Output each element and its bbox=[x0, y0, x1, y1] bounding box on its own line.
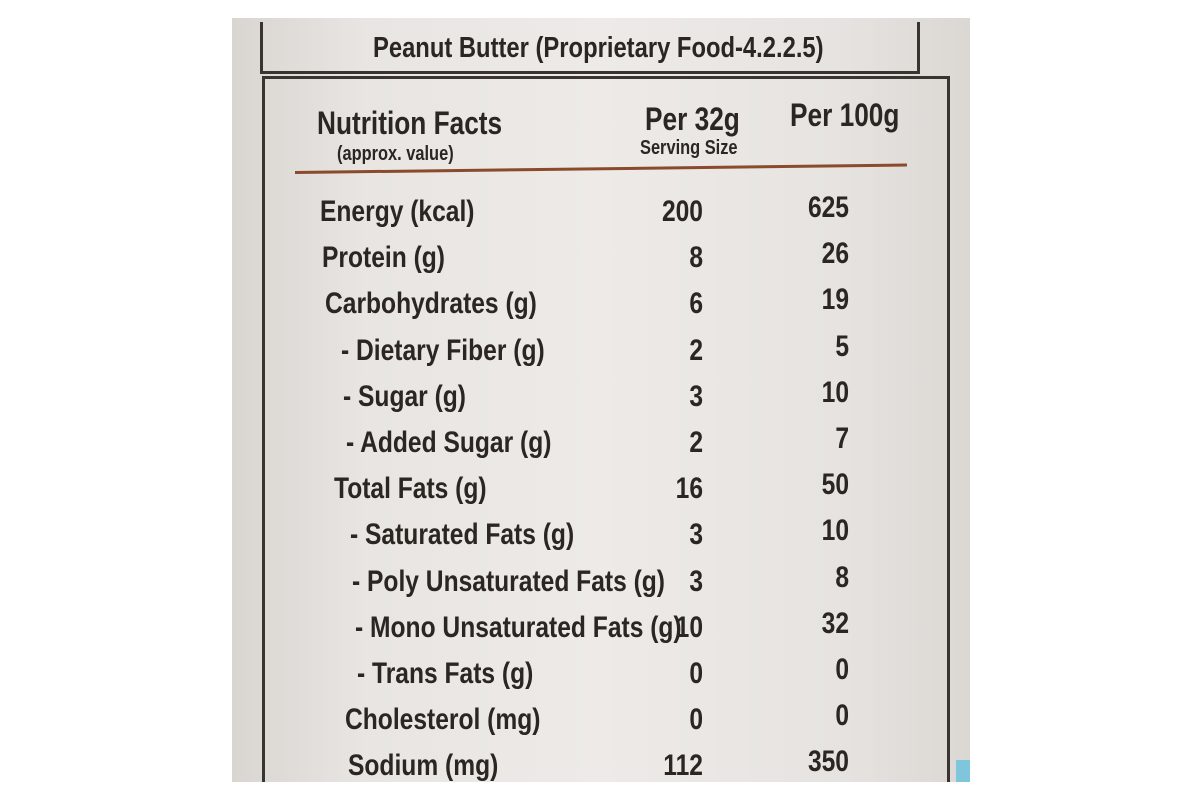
value-per-serving: 200 bbox=[661, 195, 703, 228]
label-photo: Peanut Butter (Proprietary Food-4.2.2.5)… bbox=[232, 18, 970, 782]
nutrient-name: - Sugar (g) bbox=[343, 379, 467, 413]
value-per-serving: 3 bbox=[689, 564, 703, 598]
blue-edge bbox=[956, 760, 970, 782]
value-per-100g: 0 bbox=[835, 653, 849, 686]
value-per-serving: 0 bbox=[689, 657, 703, 690]
table-title: Nutrition Facts bbox=[317, 105, 503, 141]
value-per-serving: 112 bbox=[663, 749, 703, 782]
nutrient-name: - Saturated Fats (g) bbox=[350, 518, 575, 552]
value-per-100g: 19 bbox=[821, 283, 849, 317]
product-title-box: Peanut Butter (Proprietary Food-4.2.2.5) bbox=[260, 22, 920, 74]
column-subheader-serving-size: Serving Size bbox=[640, 137, 738, 159]
table-row: Total Fats (g) 16 50 bbox=[265, 468, 947, 514]
nutrient-name: - Dietary Fiber (g) bbox=[340, 333, 545, 367]
value-per-serving: 3 bbox=[689, 379, 703, 413]
value-per-100g: 26 bbox=[821, 237, 849, 271]
nutrition-table: Nutrition Facts (approx. value) Per 32g … bbox=[262, 76, 950, 782]
table-row: Carbohydrates (g) 6 19 bbox=[265, 283, 947, 329]
table-row: Cholesterol (mg) 0 0 bbox=[265, 699, 947, 745]
value-per-100g: 0 bbox=[835, 699, 849, 733]
value-per-100g: 32 bbox=[821, 606, 849, 640]
value-per-100g: 625 bbox=[807, 191, 849, 224]
table-row: Sodium (mg) 112 350 bbox=[265, 745, 947, 782]
nutrient-name: - Poly Unsaturated Fats (g) bbox=[352, 564, 666, 598]
value-per-serving: 6 bbox=[689, 287, 703, 321]
value-per-100g: 10 bbox=[821, 514, 849, 548]
table-row: - Sugar (g) 3 10 bbox=[265, 376, 947, 422]
nutrient-name: - Added Sugar (g) bbox=[345, 426, 551, 459]
value-per-serving: 0 bbox=[689, 703, 703, 737]
table-row: - Saturated Fats (g) 3 10 bbox=[265, 514, 947, 560]
value-per-100g: 350 bbox=[807, 745, 849, 779]
nutrient-name: Total Fats (g) bbox=[333, 472, 487, 506]
value-per-serving: 16 bbox=[675, 472, 703, 506]
table-row: - Trans Fats (g) 0 0 bbox=[265, 653, 947, 699]
product-title: Peanut Butter (Proprietary Food-4.2.2.5) bbox=[373, 32, 824, 64]
value-per-100g: 5 bbox=[835, 329, 849, 363]
nutrient-name: Protein (g) bbox=[322, 241, 446, 275]
value-per-serving: 3 bbox=[689, 518, 703, 552]
table-row: - Mono Unsaturated Fats (g) 10 32 bbox=[265, 607, 947, 653]
value-per-serving: 10 bbox=[675, 610, 703, 644]
nutrient-name: Sodium (mg) bbox=[347, 749, 498, 782]
nutrient-name: Cholesterol (mg) bbox=[345, 703, 541, 737]
value-per-100g: 7 bbox=[835, 422, 849, 455]
table-row: - Poly Unsaturated Fats (g) 3 8 bbox=[265, 561, 947, 607]
column-header-per-serving: Per 32g bbox=[645, 101, 740, 137]
table-row: - Added Sugar (g) 2 7 bbox=[265, 422, 947, 468]
nutrient-name: - Mono Unsaturated Fats (g) bbox=[354, 610, 682, 644]
column-header-per-100g: Per 100g bbox=[790, 97, 900, 133]
table-row: - Dietary Fiber (g) 2 5 bbox=[265, 330, 947, 376]
table-row: Energy (kcal) 200 625 bbox=[265, 191, 947, 237]
nutrient-name: - Trans Fats (g) bbox=[357, 657, 534, 690]
value-per-100g: 10 bbox=[821, 375, 849, 409]
nutrient-name: Carbohydrates (g) bbox=[324, 287, 537, 321]
value-per-serving: 2 bbox=[689, 333, 703, 367]
value-per-serving: 8 bbox=[689, 241, 703, 275]
nutrient-name: Energy (kcal) bbox=[320, 195, 475, 228]
value-per-100g: 50 bbox=[821, 468, 849, 502]
table-subtitle: (approx. value) bbox=[337, 143, 454, 165]
value-per-serving: 2 bbox=[689, 426, 703, 459]
table-row: Protein (g) 8 26 bbox=[265, 237, 947, 283]
value-per-100g: 8 bbox=[835, 560, 849, 594]
